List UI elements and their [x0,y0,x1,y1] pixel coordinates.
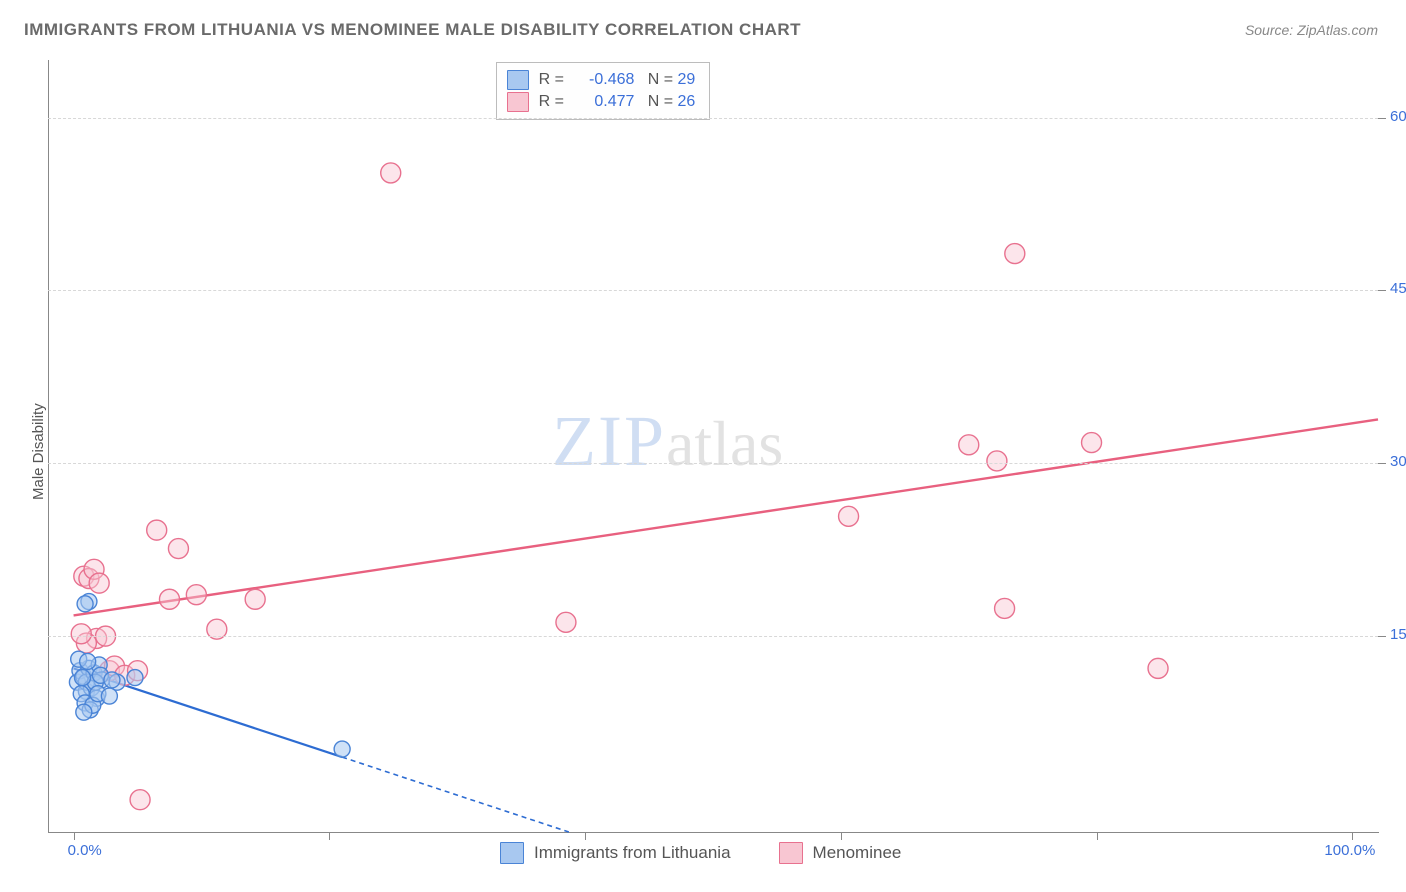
point-blue [334,741,350,757]
gridline [48,463,1378,464]
x-tick [1352,832,1353,840]
point-pink [1005,244,1025,264]
legend-item: Immigrants from Lithuania [500,842,731,864]
trendline-pink [74,419,1378,615]
series-legend: Immigrants from Lithuania Menominee [500,842,901,864]
gridline [48,118,1378,119]
point-blue [76,704,92,720]
point-blue [75,670,91,686]
point-pink [1082,433,1102,453]
legend-text: R = -0.468 N = 29 [539,69,696,91]
point-pink [381,163,401,183]
chart-title: IMMIGRANTS FROM LITHUANIA VS MENOMINEE M… [24,20,801,40]
point-blue [104,672,120,688]
point-pink [1148,658,1168,678]
legend-label: Menominee [813,843,902,863]
y-tick [1378,290,1386,291]
y-tick-label: 30.0% [1390,453,1406,470]
legend-item: Menominee [779,842,902,864]
y-axis-label: Male Disability [30,403,47,500]
point-pink [89,573,109,593]
legend-label: Immigrants from Lithuania [534,843,731,863]
y-tick-label: 15.0% [1390,626,1406,643]
point-blue [80,653,96,669]
point-blue [127,670,143,686]
point-pink [987,451,1007,471]
point-pink [147,520,167,540]
scatter-plot-svg [48,60,1378,832]
gridline [48,290,1378,291]
x-tick-label: 0.0% [68,842,102,859]
legend-row: R = 0.477 N = 26 [507,91,696,113]
y-tick [1378,463,1386,464]
y-tick [1378,118,1386,119]
legend-text: R = 0.477 N = 26 [539,91,696,113]
point-pink [71,624,91,644]
point-pink [556,612,576,632]
point-pink [186,585,206,605]
legend-swatch [500,842,524,864]
x-tick [74,832,75,840]
point-pink [168,539,188,559]
legend-swatch [779,842,803,864]
point-pink [159,589,179,609]
trendline-blue-dashed [342,757,569,832]
y-tick-label: 45.0% [1390,280,1406,297]
gridline [48,636,1378,637]
point-blue [101,688,117,704]
point-pink [995,598,1015,618]
y-tick [1378,636,1386,637]
point-pink [959,435,979,455]
y-tick-label: 60.0% [1390,108,1406,125]
source-credit: Source: ZipAtlas.com [1245,22,1378,38]
point-pink [130,790,150,810]
point-pink [245,589,265,609]
legend-row: R = -0.468 N = 29 [507,69,696,91]
point-blue [77,596,93,612]
legend-swatch [507,92,529,112]
x-tick [1097,832,1098,840]
x-tick [841,832,842,840]
x-tick [585,832,586,840]
x-tick [329,832,330,840]
legend-swatch [507,70,529,90]
correlation-legend: R = -0.468 N = 29R = 0.477 N = 26 [496,62,711,120]
point-pink [839,506,859,526]
x-tick-label: 100.0% [1324,842,1375,859]
